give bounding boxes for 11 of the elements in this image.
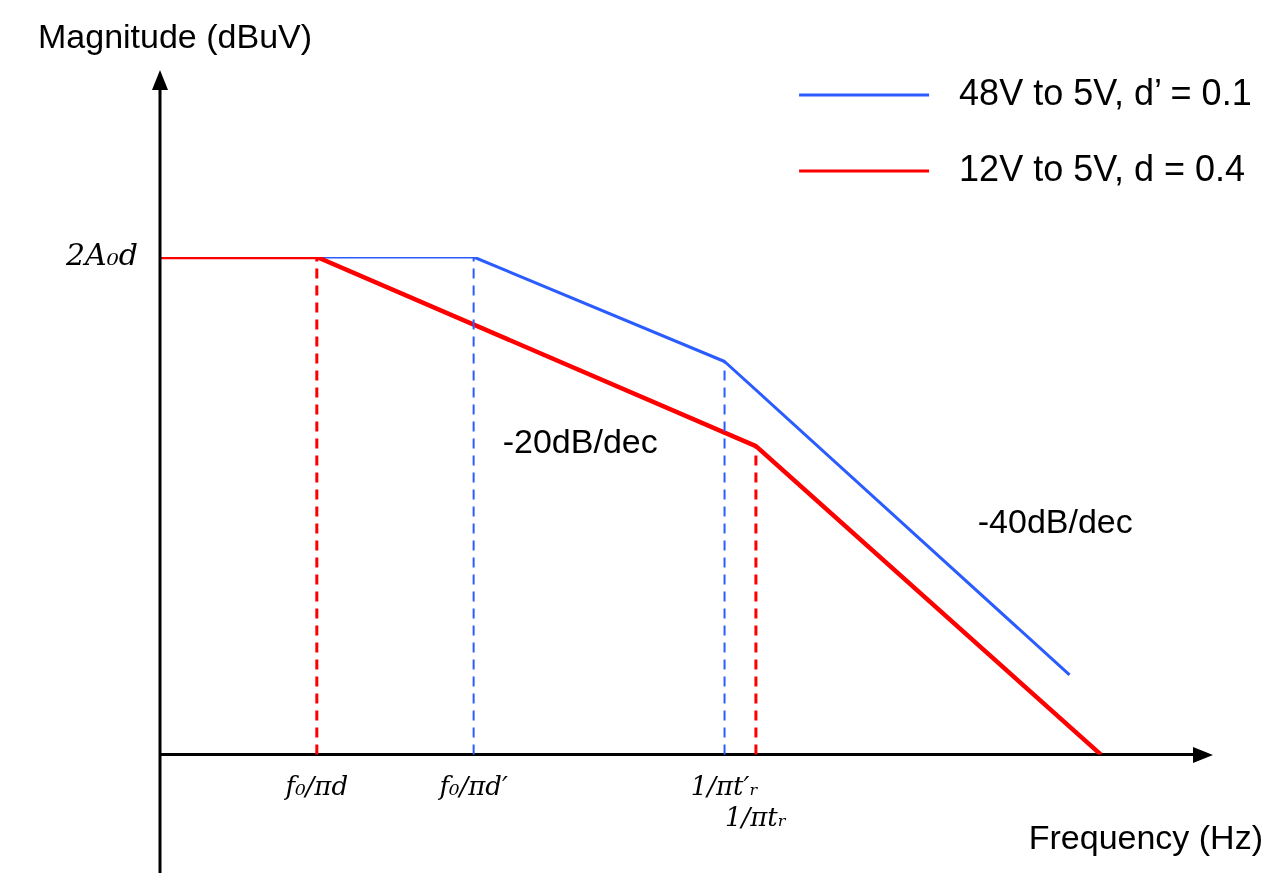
text: 2A₀d [65,236,138,272]
x-tick-label: 1/πtᵣ [724,802,787,833]
annotation: -20dB/dec [502,422,658,461]
annotation: -40dB/dec [977,502,1133,541]
text: Magnitude (dBuV) [38,17,313,56]
x-tick-label: 1/πt′ᵣ [690,770,759,801]
legend-label: 12V to 5V, d = 0.4 [959,147,1246,189]
legend-label: 48V to 5V, d’ = 0.1 [959,71,1252,113]
x-axis-title: Frequency (Hz) [1028,818,1263,857]
x-tick-label: f₀/πd [283,770,349,801]
x-tick-label: f₀/πd′ [437,770,508,801]
